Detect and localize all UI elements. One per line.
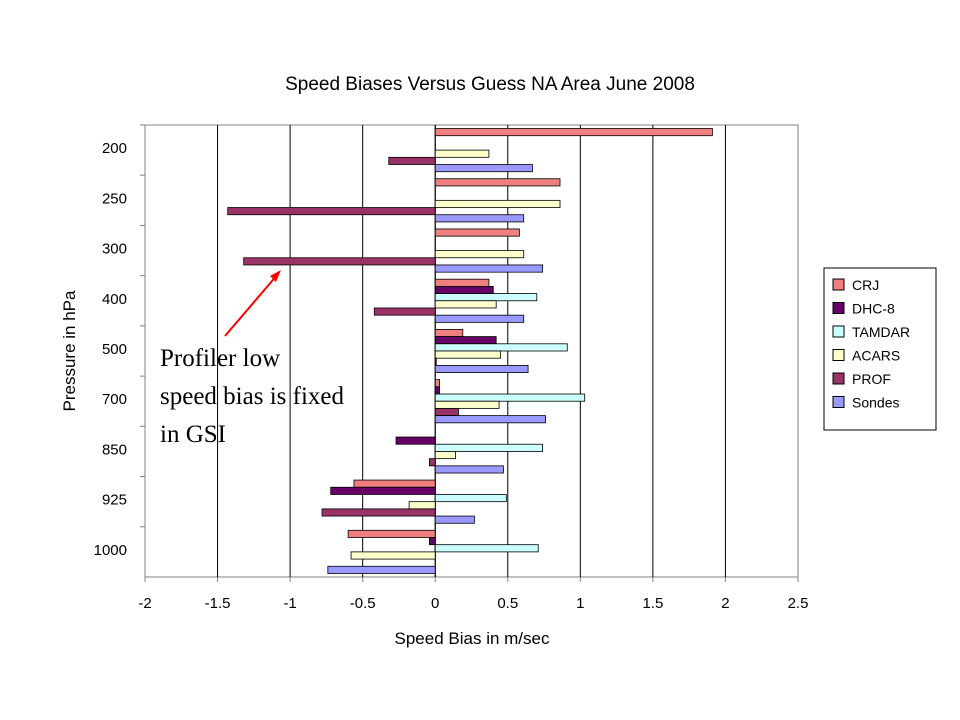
legend-label-dhc-8: DHC-8: [852, 301, 895, 317]
x-tick-label: -0.5: [350, 595, 376, 612]
legend-swatch-prof: [832, 372, 845, 385]
x-tick-label: 0: [431, 595, 439, 612]
bar-acars-1000: [350, 551, 436, 560]
bar-sondes-250: [434, 214, 525, 223]
y-axis-label: Pressure in hPa: [60, 290, 79, 411]
y-tick-label: 250: [102, 190, 127, 207]
x-tick-label: -1: [283, 595, 296, 612]
legend-label-tamdar: TAMDAR: [852, 324, 910, 340]
annotation-arrow: [224, 273, 279, 337]
y-tick-label: 925: [102, 492, 127, 509]
bar-dhc-8-700: [434, 386, 440, 395]
y-tick-label: 300: [102, 241, 127, 258]
bar-acars-250: [434, 199, 561, 208]
legend-label-sondes: Sondes: [852, 395, 899, 411]
bar-dhc-8-850: [395, 436, 436, 445]
bar-prof-300: [243, 257, 436, 266]
bar-tamdar-700: [434, 393, 586, 402]
bar-tamdar-850: [434, 443, 544, 452]
x-tick-label: 2: [721, 595, 729, 612]
chart-title: Speed Biases Versus Guess NA Area June 2…: [285, 74, 695, 95]
bar-prof-700: [434, 408, 459, 417]
x-tick-label: 1: [576, 595, 584, 612]
bar-sondes-400: [434, 314, 525, 323]
x-tick-labels: -2 -1.5 -1 -0.5 0 0.5 1 1.5 2 2.5: [138, 577, 808, 612]
bar-crj-700: [434, 379, 440, 388]
bar-prof-500: [434, 357, 437, 366]
y-tick-label: 700: [102, 391, 127, 408]
bar-prof-925: [321, 508, 436, 517]
bar-crj-300: [434, 228, 520, 237]
y-tick-label: 200: [102, 140, 127, 157]
bar-sondes-850: [434, 465, 504, 474]
bar-acars-200: [434, 149, 490, 158]
y-tick-labels: 1000 925 850 700 500 400 300 250 200: [94, 124, 145, 559]
legend-label-crj: CRJ: [852, 277, 879, 293]
legend-label-prof: PROF: [852, 371, 891, 387]
bar-sondes-700: [434, 415, 546, 424]
bar-tamdar-500: [434, 343, 568, 352]
bar-acars-400: [434, 300, 497, 309]
x-tick-label: 2.5: [788, 595, 809, 612]
x-tick-label: -1.5: [205, 595, 231, 612]
x-axis-label: Speed Bias in m/sec: [395, 629, 550, 648]
bar-dhc-8-400: [434, 285, 494, 294]
bar-sondes-200: [434, 164, 533, 173]
bar-dhc-8-1000: [429, 537, 436, 546]
bar-acars-700: [434, 400, 500, 409]
bar-tamdar-1000: [434, 544, 539, 553]
bar-tamdar-925: [434, 494, 507, 503]
x-tick-label: 0.5: [497, 595, 518, 612]
annotation-arrowhead: [270, 270, 281, 282]
legend-label-acars: ACARS: [852, 348, 900, 364]
x-tick-label: -2: [138, 595, 151, 612]
bar-crj-200: [434, 128, 713, 137]
bar-prof-850: [429, 458, 436, 467]
y-tick-label: 500: [102, 341, 127, 358]
bar-sondes-300: [434, 264, 544, 273]
y-tick-label: 400: [102, 291, 127, 308]
legend-swatch-dhc-8: [832, 302, 845, 314]
y-tick-label: 850: [102, 441, 127, 458]
bar-crj-925: [353, 479, 436, 488]
y-tick-label: 1000: [94, 542, 127, 559]
bar-prof-400: [373, 307, 436, 316]
legend: CRJ DHC-8 TAMDAR ACARS PROF Sondes: [823, 267, 937, 431]
bar-prof-250: [227, 207, 436, 216]
bar-acars-300: [434, 250, 525, 259]
annotation-line-3: in GSI: [160, 421, 226, 448]
legend-swatch-tamdar: [832, 325, 845, 338]
bars: [227, 128, 713, 574]
bar-tamdar-400: [434, 293, 538, 302]
bar-sondes-1000: [327, 565, 436, 574]
bar-prof-200: [388, 156, 436, 165]
annotation: Profiler low speed bias is fixed in GSI: [160, 270, 344, 448]
bar-dhc-8-925: [330, 486, 436, 495]
bar-acars-925: [408, 501, 436, 510]
bar-crj-400: [434, 278, 490, 287]
bar-crj-500: [434, 328, 464, 337]
bar-acars-850: [434, 451, 456, 460]
bar-sondes-500: [434, 364, 529, 373]
legend-swatch-acars: [832, 349, 845, 361]
annotation-line-2: speed bias is fixed: [160, 383, 344, 410]
annotation-line-1: Profiler low: [160, 345, 280, 372]
bar-crj-1000: [347, 529, 436, 538]
legend-swatch-crj: [832, 278, 845, 291]
legend-swatch-sondes: [832, 396, 845, 408]
bar-crj-250: [434, 178, 561, 187]
bar-sondes-925: [434, 515, 475, 524]
bar-dhc-8-500: [434, 336, 497, 345]
x-tick-label: 1.5: [642, 595, 663, 612]
bar-acars-500: [434, 350, 501, 359]
